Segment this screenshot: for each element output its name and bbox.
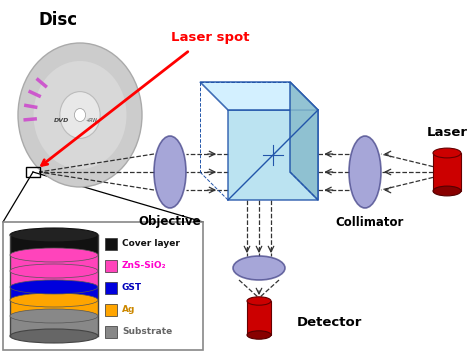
Ellipse shape: [349, 136, 381, 208]
Polygon shape: [228, 110, 318, 200]
Bar: [105, 238, 117, 250]
Text: Laser: Laser: [427, 126, 467, 140]
Text: Disc: Disc: [38, 11, 78, 29]
Ellipse shape: [247, 297, 271, 305]
Text: GST: GST: [122, 284, 142, 293]
Bar: [105, 304, 117, 316]
Text: Laser spot: Laser spot: [171, 32, 249, 44]
Bar: [433, 153, 461, 191]
Bar: [10, 271, 98, 287]
Ellipse shape: [10, 280, 98, 294]
Ellipse shape: [10, 329, 98, 343]
Ellipse shape: [154, 136, 186, 208]
Bar: [26, 167, 40, 177]
Ellipse shape: [233, 256, 285, 280]
Ellipse shape: [10, 248, 98, 262]
Bar: [105, 326, 117, 338]
Ellipse shape: [433, 148, 461, 158]
Bar: [10, 255, 98, 271]
Ellipse shape: [247, 331, 271, 339]
Ellipse shape: [34, 61, 127, 169]
Ellipse shape: [433, 186, 461, 196]
Ellipse shape: [18, 43, 142, 187]
Text: +RW: +RW: [86, 118, 98, 122]
Ellipse shape: [10, 293, 98, 307]
Text: Collimator: Collimator: [336, 215, 404, 229]
Bar: [105, 282, 117, 294]
Ellipse shape: [10, 309, 98, 323]
Bar: [10, 287, 98, 300]
Ellipse shape: [10, 228, 98, 242]
Text: Detector: Detector: [297, 316, 363, 328]
Bar: [247, 301, 271, 335]
Ellipse shape: [74, 109, 86, 121]
Bar: [10, 235, 98, 255]
Polygon shape: [200, 82, 318, 110]
Text: Cover layer: Cover layer: [122, 240, 180, 248]
Polygon shape: [290, 82, 318, 200]
Text: DVD: DVD: [55, 118, 70, 122]
Bar: [105, 260, 117, 272]
Ellipse shape: [60, 92, 100, 138]
Text: Ag: Ag: [122, 306, 136, 315]
Bar: [10, 300, 98, 316]
Bar: [10, 316, 98, 336]
Text: Objective: Objective: [139, 215, 201, 229]
Text: Substrate: Substrate: [122, 328, 172, 337]
Bar: [3, 222, 203, 350]
Ellipse shape: [10, 264, 98, 278]
Text: ZnS-SiO₂: ZnS-SiO₂: [122, 262, 167, 271]
